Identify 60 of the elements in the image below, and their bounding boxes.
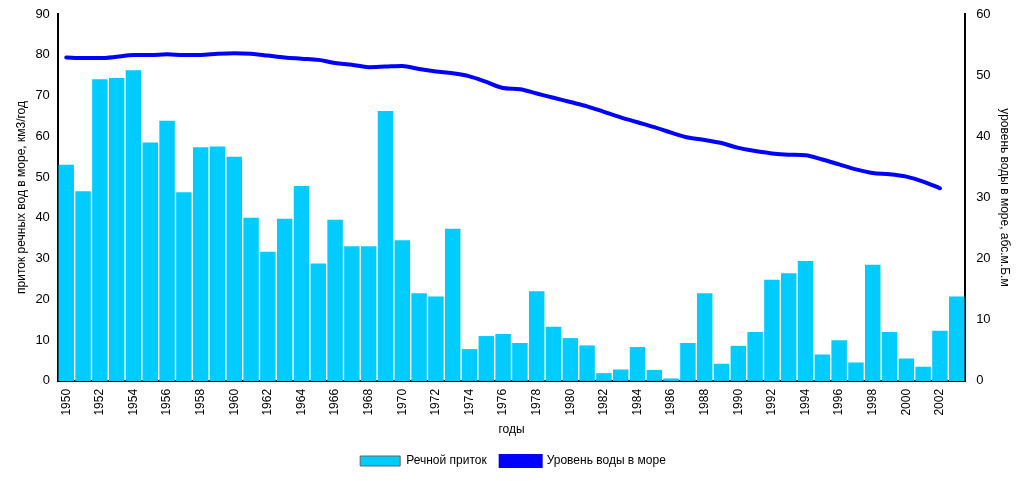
bar [713,363,730,381]
x-tick-label: 1976 [495,388,510,416]
y-tick-label: 80 [35,46,50,62]
bar [377,111,394,381]
bar [293,186,310,381]
y2-tick-label: 10 [976,311,991,327]
bar [125,70,142,381]
x-tick-label: 1992 [764,388,779,416]
bar [881,331,898,381]
y-axis-title: приток речных вод в море, км3/год [13,100,28,294]
x-tick-label: 1996 [831,388,846,416]
x-tick-label: 1980 [562,388,577,416]
x-tick-label: 1982 [596,388,611,416]
x-tick-label: 1972 [428,388,443,416]
legend-label: Уровень воды в море [546,453,667,468]
x-tick-label: 1994 [797,388,812,416]
y-tick-label: 20 [35,290,50,306]
y2-tick-label: 50 [976,66,991,82]
x-tick-label: 2000 [898,388,913,416]
bar [461,349,478,381]
x-tick-label: 1986 [663,388,678,416]
x-tick-label: 1988 [697,388,712,416]
y-tick-label: 60 [35,127,50,143]
bar [209,146,226,381]
x-tick-label: 1978 [529,388,544,416]
y2-tick-label: 30 [976,189,991,205]
y-tick-label: 0 [42,372,50,388]
x-tick-label: 1958 [192,388,207,416]
y-tick-label: 70 [35,87,50,103]
y2-tick-label: 60 [976,5,991,21]
x-tick-label: 1960 [226,388,241,416]
x-axis-title: годы [498,422,525,437]
x-tick-label: 1964 [293,388,308,416]
x-tick-label: 1974 [461,388,476,416]
y-tick-label: 30 [35,250,50,266]
y-tick-label: 40 [35,209,50,225]
x-tick-label: 1970 [394,388,409,416]
bar [545,326,562,381]
x-tick-label: 1954 [125,388,140,416]
x-tick-label: 1956 [159,388,174,416]
y2-tick-label: 20 [976,250,991,266]
y-tick-label: 10 [35,331,50,347]
x-tick-label: 2002 [932,388,947,416]
y2-tick-label: 0 [976,372,984,388]
x-tick-label: 1962 [260,388,275,416]
x-tick-label: 1998 [865,388,880,416]
x-tick-label: 1950 [58,388,73,416]
legend-label: Речной приток [406,453,488,468]
y2-axis-title: уровень воды в море, абс.м.Б.м [998,108,1013,287]
y-tick-label: 50 [35,168,50,184]
bar [629,347,646,381]
y-tick-label: 90 [35,5,50,21]
x-tick-label: 1952 [92,388,107,416]
x-tick-label: 1984 [629,388,644,416]
x-tick-label: 1990 [730,388,745,416]
x-tick-label: 1968 [361,388,375,416]
line-series [64,51,942,191]
y2-tick-label: 40 [976,127,991,143]
x-tick-label: 1966 [327,388,342,416]
bar [797,261,814,381]
